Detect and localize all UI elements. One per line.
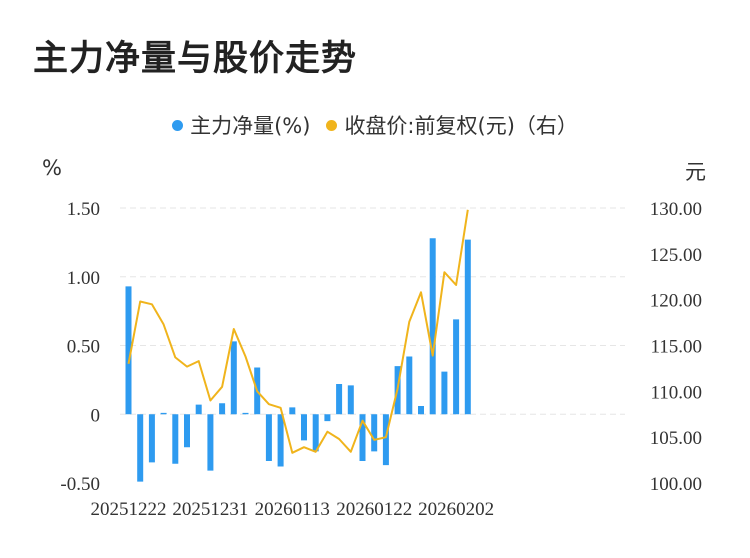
x-axis-ticks: 20251222 20251231 20260113 20260122 20260202 — [91, 499, 495, 520]
net-volume-bar — [207, 414, 214, 471]
chart-title: 主力净量与股价走势 — [33, 39, 358, 79]
net-volume-bar — [219, 403, 226, 415]
x-tick-label: 20260202 — [418, 499, 494, 520]
net-volume-bar — [464, 239, 471, 415]
net-volume-bar — [453, 319, 460, 415]
left-tick-label: 1.00 — [67, 268, 100, 289]
right-tick-label: 100.00 — [650, 474, 702, 495]
right-tick-label: 130.00 — [650, 199, 702, 220]
net-volume-bar — [418, 406, 424, 415]
legend-item-close-price[interactable]: 收盘价:前复权(元)（右） — [326, 110, 578, 140]
net-volume-bar — [265, 414, 272, 461]
legend-bar-marker-icon — [172, 119, 184, 131]
net-volume-bar — [441, 371, 448, 415]
legend-label-net-volume: 主力净量(%) — [190, 114, 311, 138]
x-tick-label: 20260122 — [336, 499, 412, 520]
legend-line-marker-icon — [326, 119, 338, 131]
x-tick-label: 20260113 — [255, 499, 330, 520]
x-tick-label: 20251222 — [91, 499, 167, 520]
net-volume-bar — [324, 414, 331, 422]
net-volume-bar — [336, 384, 343, 415]
left-axis-unit: % — [42, 156, 62, 180]
net-volume-bar — [382, 414, 389, 466]
net-volume-bar — [371, 414, 378, 452]
net-volume-bar — [347, 385, 354, 415]
left-tick-label: 0 — [91, 405, 101, 426]
net-volume-bar — [289, 407, 296, 415]
right-tick-label: 120.00 — [650, 291, 702, 312]
net-volume-bar — [137, 414, 144, 482]
net-volume-bar — [312, 414, 319, 452]
right-tick-label: 125.00 — [650, 245, 702, 266]
net-volume-bar — [242, 412, 249, 415]
net-volume-bar — [160, 412, 167, 415]
net-volume-bar — [429, 238, 436, 415]
right-tick-label: 115.00 — [650, 337, 702, 358]
net-volume-bar — [230, 341, 237, 415]
net-volume-bar — [125, 286, 132, 415]
grid-lines — [120, 207, 625, 415]
left-axis-ticks: -0.50 0 0.50 1.00 1.50 — [60, 199, 100, 495]
right-axis-ticks: 100.00 105.00 110.00 115.00 120.00 125.00 130.… — [650, 199, 702, 495]
legend-label-close-price: 收盘价:前复权(元)（右） — [344, 114, 578, 138]
net-volume-bar — [172, 414, 179, 464]
legend-item-net-volume[interactable]: 主力净量(%) — [172, 110, 310, 140]
x-tick-label: 20251231 — [172, 499, 248, 520]
net-volume-bar — [406, 356, 413, 415]
line-series — [127, 209, 469, 454]
net-volume-bar — [195, 404, 202, 415]
close-price-line — [127, 209, 469, 454]
net-volume-bar — [184, 414, 190, 448]
right-tick-label: 105.00 — [650, 428, 702, 449]
net-volume-bar — [359, 414, 366, 461]
legend: 主力净量(%) 收盘价:前复权(元)（右） — [0, 110, 750, 140]
net-volume-bar — [148, 414, 155, 463]
left-tick-label: -0.50 — [60, 474, 100, 495]
net-volume-bar — [277, 414, 284, 467]
left-tick-label: 1.50 — [67, 199, 100, 220]
net-volume-bar — [301, 414, 307, 441]
right-tick-label: 110.00 — [650, 382, 702, 403]
left-tick-label: 0.50 — [67, 337, 100, 358]
right-axis-unit: 元 — [685, 160, 706, 184]
